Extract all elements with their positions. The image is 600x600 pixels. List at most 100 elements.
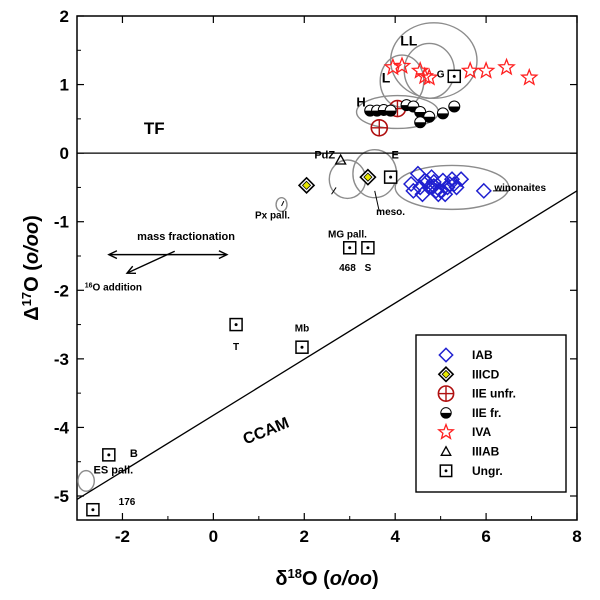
star-marker	[519, 67, 539, 86]
data-point-iab	[446, 175, 463, 193]
data-point-ungr-	[383, 170, 398, 184]
diamond-marker	[432, 182, 449, 199]
leader-line	[331, 187, 337, 195]
annotation-label: MG pall.	[328, 229, 367, 240]
triangle-marker	[440, 445, 452, 456]
legend-marker-iie-fr-	[440, 407, 452, 419]
legend-label: IIICD	[472, 367, 500, 381]
legend-label: IVA	[472, 425, 491, 439]
data-point-iie-fr-	[436, 107, 449, 120]
data-point-iiicd	[297, 176, 316, 195]
group-outline-ellipse	[328, 159, 367, 200]
diamond-marker	[446, 175, 463, 193]
data-point-ungr-	[447, 69, 462, 84]
x-tick-label: -2	[115, 527, 130, 546]
plot-frame	[76, 15, 578, 521]
data-point-iva	[460, 61, 480, 79]
data-point-iab	[432, 182, 449, 199]
data-point-iva	[392, 56, 412, 75]
half-circle-fill	[440, 412, 452, 419]
half-circle-fill	[448, 106, 460, 113]
data-point-iab	[425, 177, 442, 195]
star-marker	[476, 61, 496, 79]
y-tick-label: 2	[60, 7, 69, 26]
data-point-iva	[476, 61, 496, 79]
data-point-iab	[403, 175, 420, 193]
data-point-ungr-	[102, 448, 116, 462]
square-marker-dot	[452, 74, 456, 78]
annotation-label: 176	[119, 497, 136, 508]
y-tick-label: -5	[54, 487, 69, 506]
annotation-label: ES pall.	[93, 464, 133, 476]
star-marker	[392, 56, 412, 75]
arrow-head	[107, 250, 118, 260]
x-tick-label: 8	[572, 527, 581, 546]
diamond-marker	[425, 173, 442, 191]
square-marker-dot	[107, 453, 111, 457]
annotation-label: winonaites	[493, 183, 546, 194]
y-tick-label: 0	[60, 144, 69, 163]
diamond-marker	[437, 186, 454, 203]
y-tick-label: -4	[54, 418, 70, 437]
data-point-iab	[421, 179, 438, 196]
annotation-label: meso.	[376, 207, 405, 218]
annotation-label: S	[365, 263, 372, 274]
x-axis-title: δ18O (o/oo)	[275, 566, 378, 591]
square-marker-dot	[91, 508, 95, 512]
half-circle-fill	[437, 113, 449, 119]
half-circle-fill	[385, 110, 397, 117]
data-point-iiicd	[359, 168, 377, 186]
legend-label: IAB	[472, 348, 493, 362]
annotation-label: mass fractionation	[137, 231, 235, 243]
data-point-ungr-	[361, 241, 375, 255]
annotation-label: 16O addition	[85, 282, 142, 294]
arrow-shaft	[126, 250, 176, 274]
diamond-marker	[425, 177, 442, 195]
leader-line	[374, 190, 380, 212]
diamond-marker-inner	[363, 172, 373, 182]
legend-marker-iva	[437, 422, 455, 440]
group-outline-ellipse	[389, 22, 478, 99]
data-point-iva	[497, 57, 516, 76]
half-circle-fill	[414, 112, 426, 118]
annotation-label: TF	[144, 119, 165, 138]
annotation-label: 468	[339, 263, 356, 274]
diamond-marker	[421, 179, 438, 196]
star-marker	[497, 57, 516, 76]
data-point-iab	[425, 173, 442, 191]
data-point-iiiab	[334, 153, 347, 165]
annotation-label: T	[233, 342, 239, 353]
arrow-head	[218, 250, 229, 260]
y-axis-title: Δ17O (o/oo)	[19, 215, 44, 321]
annotation-label: PdZ	[314, 150, 335, 162]
x-tick-label: 4	[390, 527, 400, 546]
data-point-iva	[415, 66, 435, 85]
data-point-iab	[443, 171, 461, 188]
legend-marker-iab	[438, 347, 454, 363]
legend-label: IIE fr.	[472, 406, 501, 420]
x-tick-label: 0	[209, 527, 218, 546]
data-point-iie-fr-	[423, 110, 436, 123]
diamond-marker	[475, 182, 492, 199]
star-marker	[437, 422, 455, 440]
data-point-iab	[416, 172, 433, 189]
data-point-iab	[475, 182, 492, 199]
annotation-label: LL	[400, 32, 418, 48]
star-marker	[460, 61, 480, 79]
reference-line-ccam	[76, 190, 578, 500]
data-point-iab	[437, 186, 454, 203]
annotation-label: E	[392, 150, 399, 162]
legend-label: IIE unfr.	[472, 387, 516, 401]
annotation-label: H	[356, 95, 365, 110]
square-marker-dot	[300, 345, 304, 349]
data-point-iab	[405, 182, 422, 199]
square-marker-dot	[444, 469, 448, 473]
annotation-label: B	[130, 448, 138, 460]
data-point-ungr-	[295, 340, 309, 354]
data-point-iie-unfr-	[370, 118, 389, 137]
group-outline-ellipse	[275, 197, 288, 213]
half-circle-fill	[423, 116, 435, 123]
data-point-ungr-	[342, 241, 357, 255]
